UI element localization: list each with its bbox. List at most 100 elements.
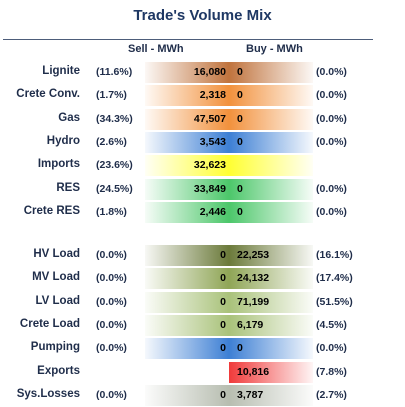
buy-value-cell: 71,199 bbox=[229, 291, 313, 313]
sell-value: 0 bbox=[220, 272, 226, 285]
row-label: Crete Load bbox=[19, 317, 80, 330]
buy-percent: (0.0%) bbox=[316, 89, 347, 102]
buy-value: 0 bbox=[237, 205, 243, 218]
buy-value: 6,179 bbox=[237, 318, 264, 331]
row-label: RES bbox=[56, 181, 80, 194]
sell-value-cell: 47,507 bbox=[145, 108, 229, 130]
buy-value-cell: 0 bbox=[229, 108, 313, 130]
table-row: LV Load (0.0%) 0 71,199 (51.5%) bbox=[0, 291, 405, 313]
buy-percent: (0.0%) bbox=[316, 182, 347, 195]
row-label: Crete RES bbox=[23, 204, 80, 217]
table-row: Hydro (2.6%) 3,543 0 (0.0%) bbox=[0, 131, 405, 153]
sell-value-cell: 32,623 bbox=[145, 155, 229, 177]
sell-percent: (2.6%) bbox=[96, 135, 127, 148]
buy-value-cell: 0 bbox=[229, 85, 313, 107]
sell-value: 3,543 bbox=[199, 135, 226, 148]
buy-value-cell bbox=[229, 155, 313, 177]
sell-value: 47,507 bbox=[193, 112, 226, 125]
sell-value: 0 bbox=[220, 388, 226, 401]
table-row: RES (24.5%) 33,849 0 (0.0%) bbox=[0, 178, 405, 200]
buy-percent: (2.7%) bbox=[316, 388, 347, 401]
row-label: LV Load bbox=[35, 294, 80, 307]
buy-value: 22,253 bbox=[237, 249, 270, 261]
sell-value: 0 bbox=[220, 249, 226, 261]
table-row: Lignite (11.6%) 16,080 0 (0.0%) bbox=[0, 62, 405, 83]
buy-percent: (0.0%) bbox=[316, 342, 347, 355]
table-row: Crete RES (1.8%) 2,446 0 (0.0%) bbox=[0, 201, 405, 223]
buy-percent: (0.0%) bbox=[316, 66, 347, 78]
table-row: Crete Conv. (1.7%) 2,318 0 (0.0%) bbox=[0, 85, 405, 107]
sell-percent: (24.5%) bbox=[96, 182, 133, 195]
row-label: Imports bbox=[37, 158, 80, 171]
sell-percent: (11.6%) bbox=[96, 66, 133, 78]
row-label: Pumping bbox=[30, 341, 80, 354]
sell-value-cell: 2,318 bbox=[145, 85, 229, 107]
row-label: Crete Conv. bbox=[16, 88, 80, 101]
sell-percent: (0.0%) bbox=[96, 342, 127, 355]
row-label: Exports bbox=[37, 364, 80, 377]
sell-value-cell: 33,849 bbox=[145, 178, 229, 200]
sell-value: 0 bbox=[220, 295, 226, 308]
buy-percent: (7.8%) bbox=[316, 365, 347, 378]
row-label: Gas bbox=[58, 111, 80, 124]
buy-value: 71,199 bbox=[237, 295, 270, 308]
table-row: HV Load (0.0%) 0 22,253 (16.1%) bbox=[0, 245, 405, 266]
sell-value-cell: 0 bbox=[145, 338, 229, 360]
table-row: Exports 10,816 (7.8%) bbox=[0, 361, 405, 383]
sell-percent: (34.3%) bbox=[96, 112, 133, 125]
buy-value: 10,816 bbox=[237, 365, 270, 378]
sell-value: 33,849 bbox=[193, 182, 226, 195]
sell-percent: (1.7%) bbox=[96, 89, 127, 102]
buy-percent: (0.0%) bbox=[316, 112, 347, 125]
buy-value-cell: 0 bbox=[229, 131, 313, 153]
buy-percent: (0.0%) bbox=[316, 135, 347, 148]
chart-title: Trade's Volume Mix bbox=[133, 7, 272, 24]
table-row: MV Load (0.0%) 0 24,132 (17.4%) bbox=[0, 268, 405, 290]
buy-value: 24,132 bbox=[237, 272, 270, 285]
buy-percent: (51.5%) bbox=[316, 295, 353, 308]
sell-value: 0 bbox=[220, 342, 226, 355]
sell-percent: (0.0%) bbox=[96, 318, 127, 331]
sell-value: 32,623 bbox=[193, 159, 226, 172]
sell-percent: (1.8%) bbox=[96, 205, 127, 218]
table-row: Pumping (0.0%) 0 0 (0.0%) bbox=[0, 338, 405, 360]
buy-value: 0 bbox=[237, 89, 243, 102]
buy-value-cell: 0 bbox=[229, 178, 313, 200]
buy-value-cell: 0 bbox=[229, 62, 313, 83]
sell-value-cell bbox=[145, 362, 229, 383]
sell-value: 2,318 bbox=[199, 89, 226, 102]
buy-value: 0 bbox=[237, 342, 243, 355]
sell-percent: (0.0%) bbox=[96, 272, 127, 285]
table-row: Sys.Losses (0.0%) 0 3,787 (2.7%) bbox=[0, 384, 405, 406]
sell-value-cell: 0 bbox=[145, 384, 229, 406]
sell-value: 2,446 bbox=[199, 205, 226, 218]
row-label: Hydro bbox=[46, 134, 80, 147]
table-row: Gas (34.3%) 47,507 0 (0.0%) bbox=[0, 108, 405, 130]
sell-value-cell: 0 bbox=[145, 245, 229, 266]
table-row: Crete Load (0.0%) 0 6,179 (4.5%) bbox=[0, 314, 405, 336]
row-label: HV Load bbox=[33, 248, 80, 260]
buy-percent: (17.4%) bbox=[316, 272, 353, 285]
buy-value-cell: 10,816 bbox=[229, 361, 313, 383]
buy-percent: (0.0%) bbox=[316, 205, 347, 218]
sell-value-cell: 2,446 bbox=[145, 201, 229, 223]
sell-value: 0 bbox=[220, 318, 226, 331]
buy-percent: (16.1%) bbox=[316, 249, 353, 261]
row-label: Sys.Losses bbox=[16, 387, 80, 400]
buy-column-header: Buy - MWh bbox=[246, 43, 303, 55]
buy-value: 3,787 bbox=[237, 388, 264, 401]
title-divider bbox=[3, 39, 373, 40]
buy-value: 0 bbox=[237, 135, 243, 148]
row-label: MV Load bbox=[32, 271, 80, 284]
sell-percent: (0.0%) bbox=[96, 388, 127, 401]
sell-percent: (0.0%) bbox=[96, 249, 127, 261]
sell-percent: (0.0%) bbox=[96, 295, 127, 308]
sell-column-header: Sell - MWh bbox=[128, 43, 184, 55]
sell-value-cell: 0 bbox=[145, 268, 229, 290]
sell-percent: (23.6%) bbox=[96, 159, 133, 172]
sell-value-cell: 0 bbox=[145, 314, 229, 336]
buy-value: 0 bbox=[237, 66, 243, 78]
sell-value-cell: 16,080 bbox=[145, 62, 229, 83]
buy-value-cell: 6,179 bbox=[229, 314, 313, 336]
table-row: Imports (23.6%) 32,623 bbox=[0, 155, 405, 177]
